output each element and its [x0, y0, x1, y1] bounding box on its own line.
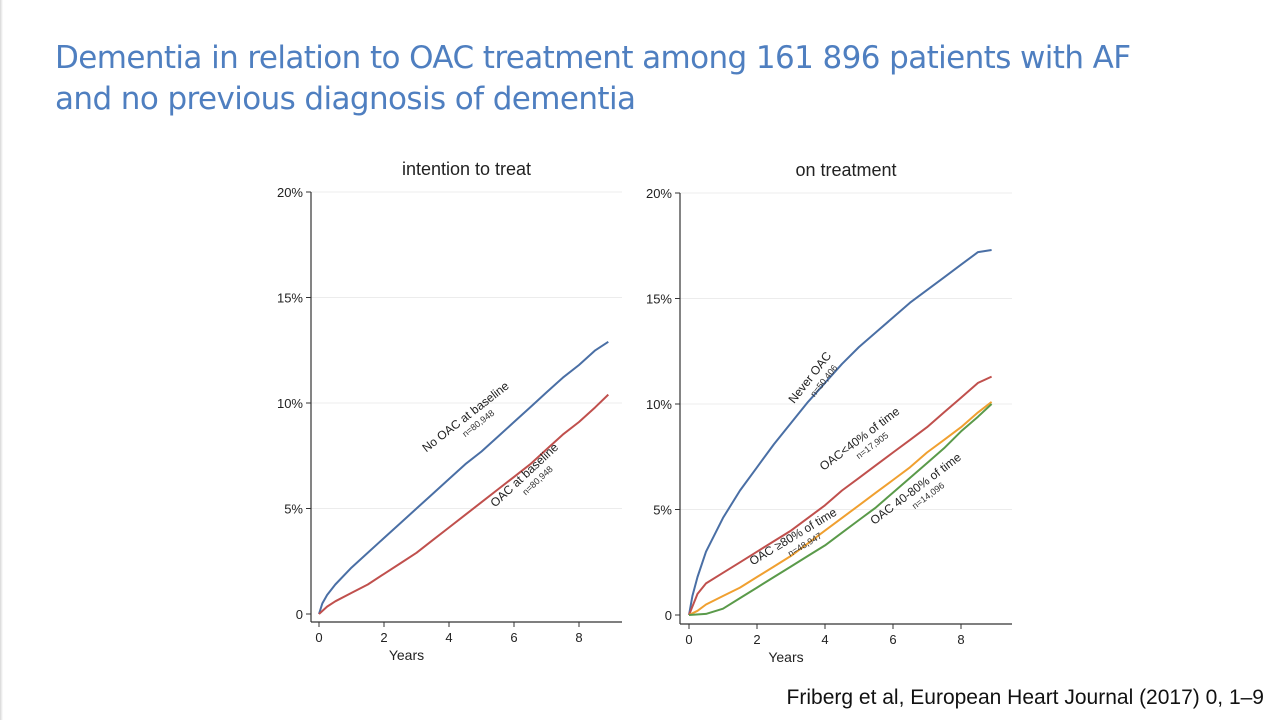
x-tick-label: 4 — [445, 630, 452, 645]
y-tick-label: 0 — [665, 608, 672, 623]
series-line-3 — [688, 401, 993, 616]
slide-title-line-2: and no previous diagnosis of dementia — [55, 81, 636, 117]
y-tick-label: 5% — [653, 503, 672, 518]
y-tick-label: 10% — [646, 397, 672, 412]
x-axis-label: Years — [389, 647, 424, 663]
y-tick-label: 15% — [646, 292, 672, 307]
y-tick-label: 20% — [646, 186, 672, 201]
series-name: OAC ≥80% of time — [747, 505, 840, 568]
x-tick-label: 4 — [821, 632, 828, 647]
series-name: OAC<40% of time — [817, 404, 903, 473]
x-tick-label: 2 — [380, 630, 387, 645]
x-axis-label: Years — [768, 649, 803, 665]
x-tick-label: 2 — [753, 632, 760, 647]
slide-left-edge — [0, 0, 3, 720]
series-name: No OAC at baseline — [419, 378, 511, 455]
series-line-2 — [688, 375, 993, 616]
x-tick-label: 0 — [685, 632, 692, 647]
y-tick-label: 10% — [277, 396, 303, 411]
x-tick-label: 8 — [575, 630, 582, 645]
y-tick-label: 0 — [296, 607, 303, 622]
chart-panel-2: on treatment 0 5% 10% 15% 20% 0 2 4 6 8 Years Never … — [646, 160, 1012, 665]
x-tick-label: 8 — [957, 632, 964, 647]
chart-panel-1: intention to treat 0 5% 10% 15% 20% 0 2 4 6 8 Years… — [277, 159, 622, 663]
y-tick-label: 20% — [277, 185, 303, 200]
chart-title: on treatment — [795, 160, 896, 180]
x-tick-label: 0 — [315, 630, 322, 645]
series-line-1 — [688, 249, 992, 616]
slide-title: Dementia in relation to OAC treatment am… — [55, 38, 1205, 120]
y-tick-label: 15% — [277, 291, 303, 306]
y-tick-label: 5% — [284, 502, 303, 517]
x-tick-label: 6 — [889, 632, 896, 647]
chart-title: intention to treat — [402, 159, 531, 179]
series-line-1 — [318, 340, 609, 615]
citation: Friberg et al, European Heart Journal (2… — [786, 686, 1264, 709]
series-line-2 — [318, 393, 609, 615]
slide-title-line-1: Dementia in relation to OAC treatment am… — [55, 40, 1131, 76]
x-tick-label: 6 — [510, 630, 517, 645]
series-line-4 — [688, 403, 993, 616]
